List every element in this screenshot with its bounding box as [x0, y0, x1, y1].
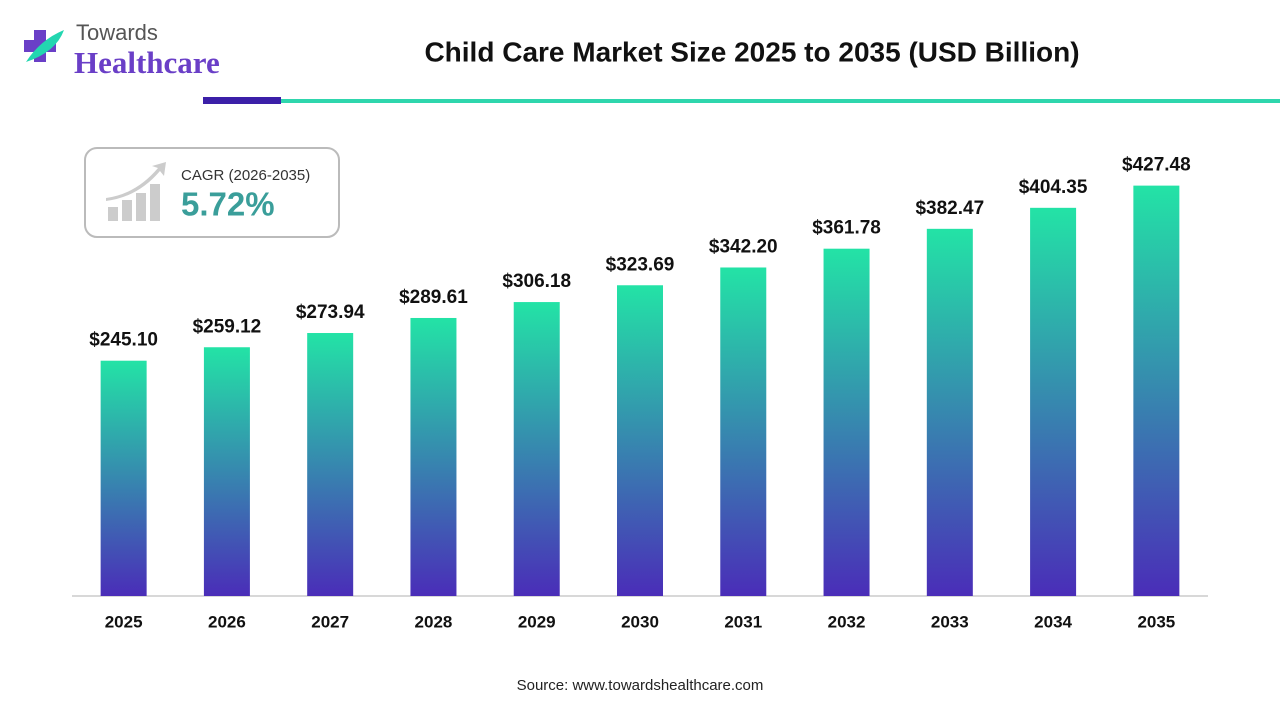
source: Source: www.towardshealthcare.com: [517, 677, 764, 694]
bar: [1133, 185, 1180, 596]
x-tick-label: 2027: [311, 612, 349, 631]
cagr-box: CAGR (2026-2035) 5.72%: [84, 147, 340, 238]
value-label: $427.48: [1122, 155, 1191, 176]
value-label: $382.47: [915, 198, 984, 219]
bar: [307, 333, 354, 596]
bar: [410, 317, 457, 596]
bar: [823, 248, 870, 596]
value-label: $259.12: [193, 316, 262, 337]
value-label: $289.61: [399, 287, 468, 308]
cagr-frame: [84, 147, 340, 238]
logo-line1: Towards: [76, 20, 158, 45]
chart-title: Child Care Market Size 2025 to 2035 (USD…: [424, 36, 1079, 67]
value-label: $306.18: [502, 271, 571, 292]
value-label: $404.35: [1019, 177, 1088, 198]
bar: [100, 360, 147, 596]
x-tick-label: 2033: [931, 612, 969, 631]
bar: [926, 228, 973, 596]
header-accent: [203, 97, 281, 104]
logo-line2: Healthcare: [74, 45, 220, 80]
value-label: $342.20: [709, 237, 778, 258]
cagr-label: CAGR (2026-2035): [181, 167, 310, 184]
x-tick-label: 2028: [415, 612, 453, 631]
x-tick-label: 2026: [208, 612, 246, 631]
cagr-value: 5.72%: [181, 186, 275, 223]
logo-leaf: [26, 30, 64, 62]
x-tick-label: 2032: [828, 612, 866, 631]
x-tick-label: 2034: [1034, 612, 1072, 631]
x-tick-label: 2030: [621, 612, 659, 631]
x-tick-label: 2029: [518, 612, 556, 631]
value-label: $361.78: [812, 218, 881, 239]
logo: Towards Healthcare: [24, 20, 220, 80]
header-line: [281, 99, 1280, 103]
value-label: $273.94: [296, 302, 365, 323]
x-tick-label: 2025: [105, 612, 143, 631]
value-label: $323.69: [606, 254, 675, 275]
cagr-icon: [106, 162, 166, 221]
bar: [203, 347, 250, 596]
x-tick-label: 2035: [1137, 612, 1175, 631]
bar: [720, 267, 767, 596]
bar: [513, 302, 560, 596]
x-tick-label: 2031: [724, 612, 762, 631]
value-label: $245.10: [89, 330, 158, 351]
bar: [617, 285, 663, 596]
bar: [1030, 207, 1077, 596]
